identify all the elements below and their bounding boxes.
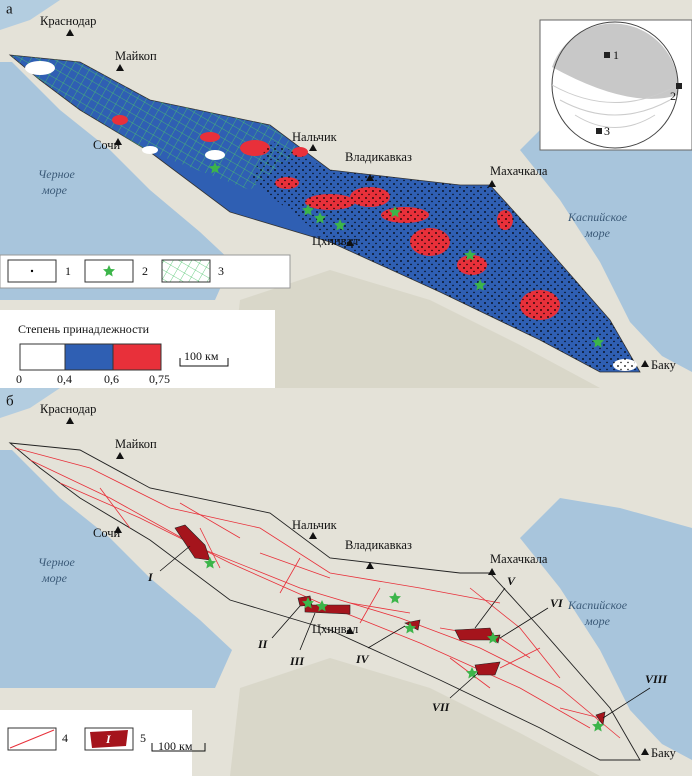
panel-a: Краснодар Майкоп Сочи Нальчик Владикавка… [0,0,692,388]
hatch [10,55,300,190]
sea-label: Черное [38,555,76,569]
stereonet: 1 2 3 [539,19,692,151]
city: Нальчик [292,518,338,532]
stereonet-label: 2 [670,89,676,103]
sea-label: море [41,183,68,197]
panel-b: Краснодар Майкоп Сочи Нальчик Владикавка… [0,388,692,776]
legend-symbol: I [105,732,112,746]
cities: Краснодар Майкоп Сочи Нальчик Владикавка… [40,402,677,760]
cities: Краснодар Майкоп Сочи Нальчик Владикавка… [40,14,677,372]
city: Майкоп [115,49,157,63]
panel-label: б [6,393,14,409]
sea-label: Каспийское [567,210,628,224]
zone-label: VIII [645,672,668,686]
sea-label: Черное [38,167,76,181]
city: Нальчик [292,130,338,144]
zone-label: I [147,570,154,584]
city: Цхинвал [312,234,358,248]
stereonet-label: 1 [613,48,619,62]
zone-labels: I II III IV V VI VII VIII [147,570,668,714]
sea-label: Каспийское [567,598,628,612]
city: Майкоп [115,437,157,451]
zone-label: II [257,637,269,651]
city: Владикавказ [345,150,412,164]
sea-label: море [41,571,68,585]
city: Цхинвал [312,622,358,636]
scale-bar: 100 км [184,349,219,363]
color-scale: Степень принадлежности 0 0,4 0,6 0,75 10… [0,310,275,388]
city: Сочи [93,138,121,152]
scale-title: Степень принадлежности [18,322,150,336]
legend-label: 3 [218,264,224,278]
city: Владикавказ [345,538,412,552]
sea-label: море [584,614,611,628]
legend-label: 2 [142,264,148,278]
scale-bar: 100 км [158,739,193,753]
legend-label: 1 [65,264,71,278]
city: Махачкала [490,164,548,178]
stereonet-label: 3 [604,124,610,138]
scale-tick: 0,6 [104,372,119,386]
city: Баку [651,358,677,372]
epicenters [250,140,640,372]
sea-label: море [584,226,611,240]
city: Краснодар [40,14,96,28]
faults [14,447,621,739]
leaders [159,545,651,719]
zone-label: III [289,654,305,668]
legend: 1 2 3 [0,254,291,289]
scale-tick: 0,4 [57,372,72,386]
legend-label: 5 [140,731,146,745]
zone-label: VI [550,596,564,610]
zone-label: IV [355,652,370,666]
city: Баку [651,746,677,760]
scale-tick: 0,75 [149,372,170,386]
city: Сочи [93,526,121,540]
legend-label: 4 [62,731,68,745]
legend: 4 I 5 100 км [0,710,206,776]
scale-tick: 0 [16,372,22,386]
city: Краснодар [40,402,96,416]
zone-label: V [507,574,516,588]
zone-outline [8,442,641,761]
zone-label: VII [432,700,451,714]
panel-label: а [6,1,13,17]
city: Махачкала [490,552,548,566]
